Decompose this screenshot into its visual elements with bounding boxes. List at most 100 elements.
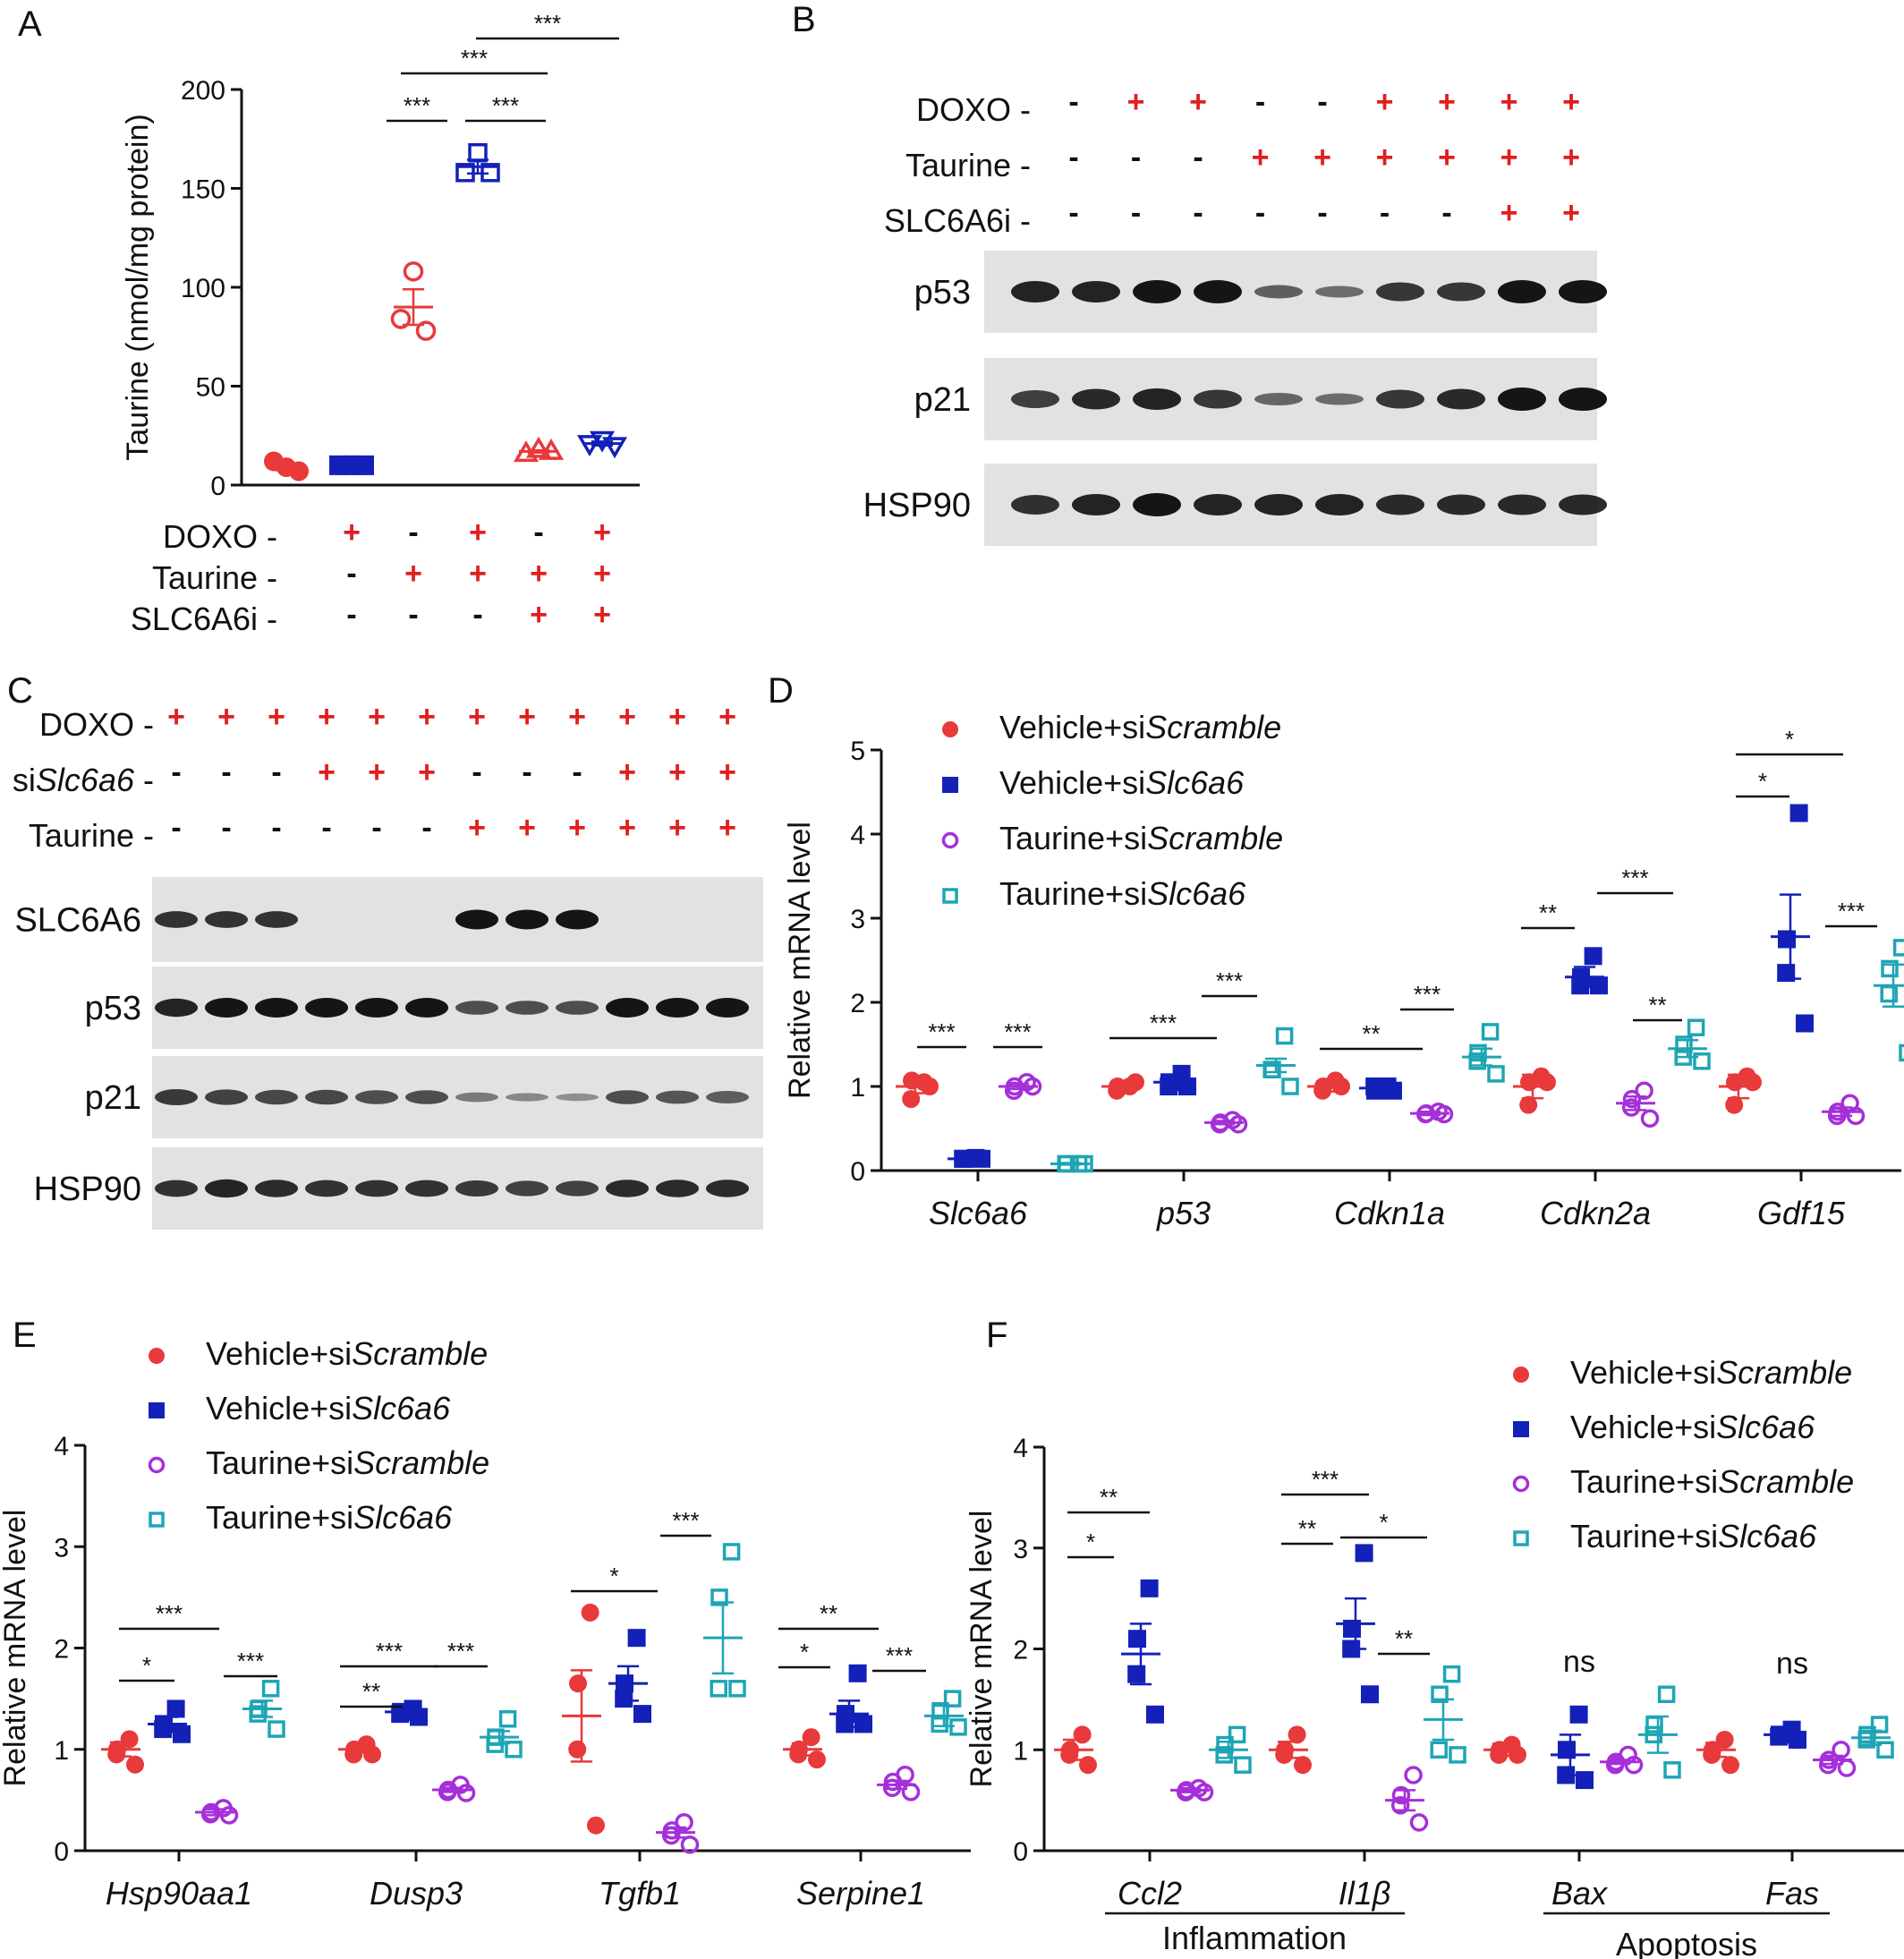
y-tick-label: 3 (850, 905, 865, 934)
data-point (1857, 1731, 1875, 1749)
blot-band (556, 1001, 599, 1015)
plus-sign: + (668, 811, 686, 845)
plus-sign: + (368, 755, 386, 789)
panel-f: F 0 1 2 3 4 Relative mRNA level Ccl2 Il1β Bax Fas I… (965, 1316, 1904, 1959)
blot-band (1437, 494, 1485, 515)
data-point (1404, 1766, 1423, 1784)
minus-sign: - (371, 811, 381, 845)
blot-band (1559, 388, 1607, 411)
significance-label: * (1758, 768, 1767, 795)
plus-sign: + (618, 700, 636, 734)
y-tick-label: 50 (196, 373, 225, 403)
minus-sign: - (171, 811, 181, 845)
plus-sign: + (530, 598, 548, 632)
data-point (1621, 1098, 1641, 1117)
minus-sign: - (1068, 85, 1078, 119)
data-point (1892, 939, 1904, 957)
condition-label: SLC6A6i - (131, 600, 277, 637)
significance-label: * (1379, 1509, 1388, 1536)
plus-sign: + (618, 755, 636, 789)
data-point (415, 320, 437, 341)
legend-marker (149, 1402, 165, 1418)
blot-band (155, 1089, 198, 1105)
legend-label: Taurine+siScramble (999, 820, 1283, 856)
significance-label: *** (156, 1600, 183, 1627)
y-tick-label: 5 (850, 737, 865, 766)
y-tick-label: 0 (210, 472, 225, 501)
plus-sign: + (1500, 196, 1518, 230)
legend-label: Taurine+siSlc6a6 (1570, 1518, 1817, 1554)
minus-sign: - (1317, 85, 1327, 119)
blot-band (155, 998, 198, 1018)
data-point (1361, 1685, 1379, 1704)
legend-marker (1512, 1475, 1530, 1493)
blot-band (305, 998, 348, 1018)
data-point (1657, 1685, 1676, 1703)
data-point (568, 1740, 587, 1759)
significance-label: *** (376, 1638, 403, 1665)
legend-marker (941, 831, 959, 849)
minus-sign: - (321, 811, 331, 845)
minus-sign: - (1441, 196, 1451, 230)
blot-band (1376, 282, 1424, 302)
x-tick-label: Cdkn1a (1334, 1195, 1445, 1231)
significance-label: * (1086, 1529, 1095, 1555)
y-tick-label: 3 (54, 1533, 69, 1563)
data-point (1128, 1630, 1146, 1648)
minus-sign: - (1193, 141, 1203, 175)
x-tick-label: Ccl2 (1118, 1875, 1182, 1912)
data-point (633, 1705, 651, 1724)
x-tick-label: Hsp90aa1 (106, 1875, 252, 1912)
y-axis-label: Relative mRNA level (783, 822, 817, 1099)
plus-sign: + (530, 557, 548, 591)
data-point (1391, 1785, 1411, 1805)
blot-band (405, 1090, 448, 1104)
x-tick-label: Gdf15 (1757, 1195, 1846, 1231)
blot-band (656, 998, 699, 1018)
data-point (1431, 1685, 1449, 1703)
plus-sign: + (1376, 85, 1394, 119)
plus-sign: + (1562, 85, 1580, 119)
data-point (1262, 1060, 1280, 1078)
data-point (587, 1816, 605, 1835)
data-point (166, 1699, 185, 1718)
data-point (120, 1730, 139, 1749)
minus-sign: - (1131, 196, 1141, 230)
significance-label: *** (461, 45, 488, 72)
legend-label: Taurine+siSlc6a6 (206, 1499, 453, 1536)
blot-band (506, 1093, 548, 1102)
data-point (1216, 1735, 1234, 1754)
significance-label: *** (404, 92, 430, 119)
blot-band (255, 998, 298, 1018)
minus-sign: - (221, 811, 231, 845)
blot-band (1254, 285, 1303, 299)
significance-label: *** (1004, 1018, 1031, 1045)
blot-band (1498, 280, 1546, 303)
y-tick-label: 4 (1013, 1434, 1028, 1463)
significance-label: * (800, 1639, 809, 1665)
minus-sign: - (1068, 196, 1078, 230)
plus-sign: + (1562, 196, 1580, 230)
blot-band (1559, 494, 1607, 515)
significance-label: *** (447, 1638, 474, 1665)
minus-sign: - (522, 755, 531, 789)
blot-band (556, 909, 599, 930)
blot-band (1315, 393, 1364, 405)
significance-label: *** (1838, 898, 1865, 924)
plus-sign: + (368, 700, 386, 734)
data-point (403, 261, 424, 282)
data-point (1234, 1756, 1252, 1774)
plus-sign: + (1376, 141, 1394, 175)
panel-b: B DOXO - - + + - - + + + + Taurine - - - - + + + + + + SLC6A6… (792, 0, 1607, 546)
plus-sign: + (1313, 141, 1331, 175)
plus-sign: + (469, 515, 487, 549)
plus-sign: + (1189, 85, 1207, 119)
data-point (1520, 1073, 1538, 1092)
legend-label: Taurine+siSlc6a6 (999, 875, 1246, 912)
significance-label: *** (1414, 981, 1441, 1008)
data-point (1675, 1035, 1693, 1053)
data-point (468, 142, 488, 163)
minus-sign: - (472, 598, 482, 632)
plus-sign: + (568, 700, 586, 734)
